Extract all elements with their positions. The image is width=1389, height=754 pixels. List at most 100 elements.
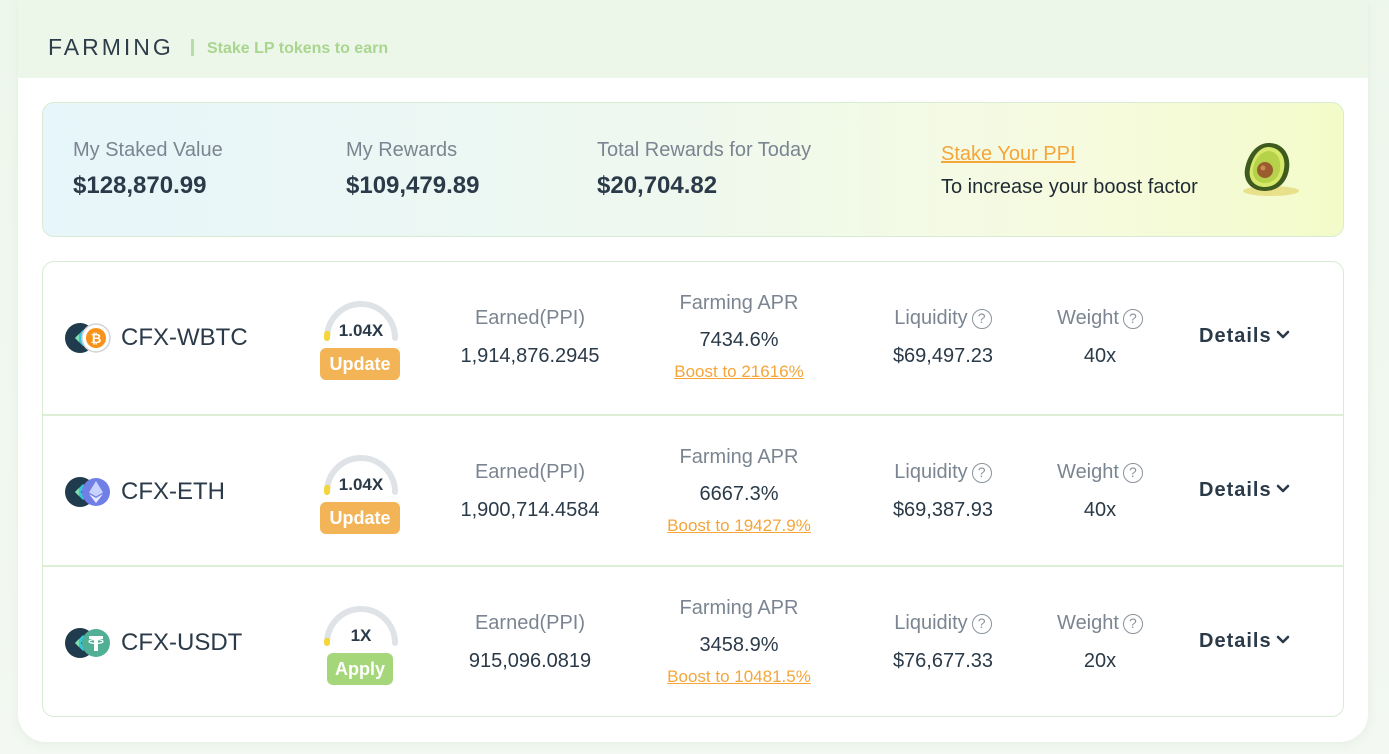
apply-button[interactable]: Apply xyxy=(327,653,393,685)
liquidity-label-text: Liquidity xyxy=(894,460,968,483)
boost-factor: 1.04X xyxy=(338,474,384,494)
earned-column: Earned(PPI) 1,914,876.2945 xyxy=(443,307,617,368)
weight-label: Weight? xyxy=(1033,612,1167,635)
page-subtitle: Stake LP tokens to earn xyxy=(207,40,389,57)
staked-value-label: My Staked Value xyxy=(73,139,223,161)
avocado-icon xyxy=(1243,143,1299,196)
help-icon[interactable]: ? xyxy=(1122,309,1143,329)
earned-value: 915,096.0819 xyxy=(468,650,592,672)
earned-value: 1,914,876.2945 xyxy=(460,345,600,367)
stake-ppi-link[interactable]: Stake Your PPI xyxy=(941,143,1076,165)
staked-value: $128,870.99 xyxy=(73,172,207,199)
pools-table: ₿ CFX-WBTC 1.04X Update Earned(PPI) 1,91… xyxy=(42,261,1344,717)
help-icon[interactable]: ? xyxy=(971,614,992,634)
weight-label-text: Weight xyxy=(1057,460,1119,483)
help-icon[interactable]: ? xyxy=(971,462,992,483)
apr-label: Farming APR xyxy=(679,597,799,619)
boost-gauge xyxy=(324,454,398,495)
liquidity-label: Liquidity? xyxy=(863,307,1023,330)
earned-label: Earned(PPI) xyxy=(474,460,586,483)
weight-value: 40x xyxy=(1083,498,1117,521)
liquidity-value: $69,387.93 xyxy=(892,498,994,521)
btc-icon: ₿ xyxy=(81,323,111,353)
earned-label: Earned(PPI) xyxy=(474,307,586,329)
apr-value: 3458.9% xyxy=(699,634,779,656)
staked-value-stat: My Staked Value $128,870.99 xyxy=(73,139,223,200)
boost-factor: 1.04X xyxy=(338,321,384,340)
pair-icons xyxy=(65,628,110,658)
weight-label-text: Weight xyxy=(1057,307,1119,329)
apr-value: 7434.6% xyxy=(699,329,779,351)
earned-label: Earned(PPI) xyxy=(474,612,586,634)
liquidity-value: $69,497.23 xyxy=(892,345,994,367)
weight-value: 20x xyxy=(1083,650,1117,672)
weight-value: 40x xyxy=(1083,345,1117,367)
apr-column: Farming APR 7434.6% Boost to 21616% xyxy=(639,292,839,382)
weight-column: Weight? 40x xyxy=(1033,461,1167,522)
details-label: Details xyxy=(1199,630,1272,652)
boost-gauge xyxy=(324,606,398,646)
today-rewards-label: Total Rewards for Today xyxy=(597,139,812,161)
liquidity-label-text: Liquidity xyxy=(894,307,968,329)
panel-header xyxy=(18,0,1368,78)
weight-column: Weight? 40x xyxy=(1033,307,1167,368)
details-toggle[interactable]: Details xyxy=(1199,325,1290,348)
details-label: Details xyxy=(1199,478,1272,501)
rewards-value: $109,479.89 xyxy=(346,172,480,199)
weight-label-text: Weight xyxy=(1057,612,1119,634)
usdt-icon xyxy=(82,629,110,657)
liquidity-label-text: Liquidity xyxy=(894,612,968,634)
summary-card: My Staked Value $128,870.99 My Rewards $… xyxy=(42,102,1344,237)
liquidity-column: Liquidity? $69,497.23 xyxy=(863,307,1023,368)
weight-column: Weight? 20x xyxy=(1033,612,1167,673)
pair-name: CFX-USDT xyxy=(121,629,243,656)
weight-label: Weight? xyxy=(1033,307,1167,330)
farming-panel: FARMING Stake LP tokens to earn My Stake… xyxy=(18,0,1368,742)
svg-text:₿: ₿ xyxy=(91,331,102,346)
liquidity-label: Liquidity? xyxy=(863,612,1023,635)
boost-apr-link[interactable]: Boost to 21616% xyxy=(674,362,804,381)
earned-column: Earned(PPI) 915,096.0819 xyxy=(443,612,617,673)
pool-row: CFX-ETH 1.04X Update Earned(PPI) 1,900,7… xyxy=(43,413,1343,567)
details-toggle[interactable]: Details xyxy=(1199,479,1290,502)
earned-column: Earned(PPI) 1,900,714.4584 xyxy=(443,461,617,522)
boost-factor: 1X xyxy=(350,626,372,645)
details-toggle[interactable]: Details xyxy=(1199,630,1290,653)
liquidity-value: $76,677.33 xyxy=(892,650,994,672)
today-rewards-stat: Total Rewards for Today $20,704.82 xyxy=(597,139,811,200)
page-title: FARMING xyxy=(48,34,174,60)
help-icon[interactable]: ? xyxy=(1122,462,1143,483)
earned-value: 1,900,714.4584 xyxy=(460,498,600,521)
boost-gauge xyxy=(324,301,398,341)
boost-apr-link[interactable]: Boost to 19427.9% xyxy=(667,515,811,535)
boost-apr-link[interactable]: Boost to 10481.5% xyxy=(667,667,811,686)
apr-label: Farming APR xyxy=(679,292,799,314)
pool-row: ₿ CFX-WBTC 1.04X Update Earned(PPI) 1,91… xyxy=(43,262,1343,413)
pair-name: CFX-ETH xyxy=(121,477,225,505)
liquidity-column: Liquidity? $69,387.93 xyxy=(863,461,1023,522)
update-button[interactable]: Update xyxy=(320,348,400,380)
help-icon[interactable]: ? xyxy=(1122,614,1143,634)
chevron-down-icon xyxy=(1276,635,1289,644)
stake-ppi-description: To increase your boost factor xyxy=(941,176,1198,198)
liquidity-column: Liquidity? $76,677.33 xyxy=(863,612,1023,673)
apr-value: 6667.3% xyxy=(699,482,779,505)
pair-name: CFX-WBTC xyxy=(121,324,248,351)
rewards-label: My Rewards xyxy=(346,139,458,161)
apr-column: Farming APR 6667.3% Boost to 19427.9% xyxy=(639,446,839,536)
details-label: Details xyxy=(1199,325,1272,347)
apr-label: Farming APR xyxy=(679,445,799,468)
chevron-down-icon xyxy=(1276,484,1289,492)
eth-icon xyxy=(82,477,110,506)
title-divider xyxy=(191,39,194,56)
pair-icons xyxy=(65,476,110,507)
rewards-stat: My Rewards $109,479.89 xyxy=(346,139,479,200)
update-button[interactable]: Update xyxy=(320,501,400,534)
liquidity-label: Liquidity? xyxy=(863,461,1023,484)
today-rewards-value: $20,704.82 xyxy=(597,172,718,199)
pair-icons: ₿ xyxy=(65,323,111,353)
chevron-down-icon xyxy=(1276,330,1289,339)
weight-label: Weight? xyxy=(1033,461,1167,484)
pool-row: CFX-USDT 1X Apply Earned(PPI) 915,096.08… xyxy=(43,565,1343,716)
help-icon[interactable]: ? xyxy=(971,309,992,329)
